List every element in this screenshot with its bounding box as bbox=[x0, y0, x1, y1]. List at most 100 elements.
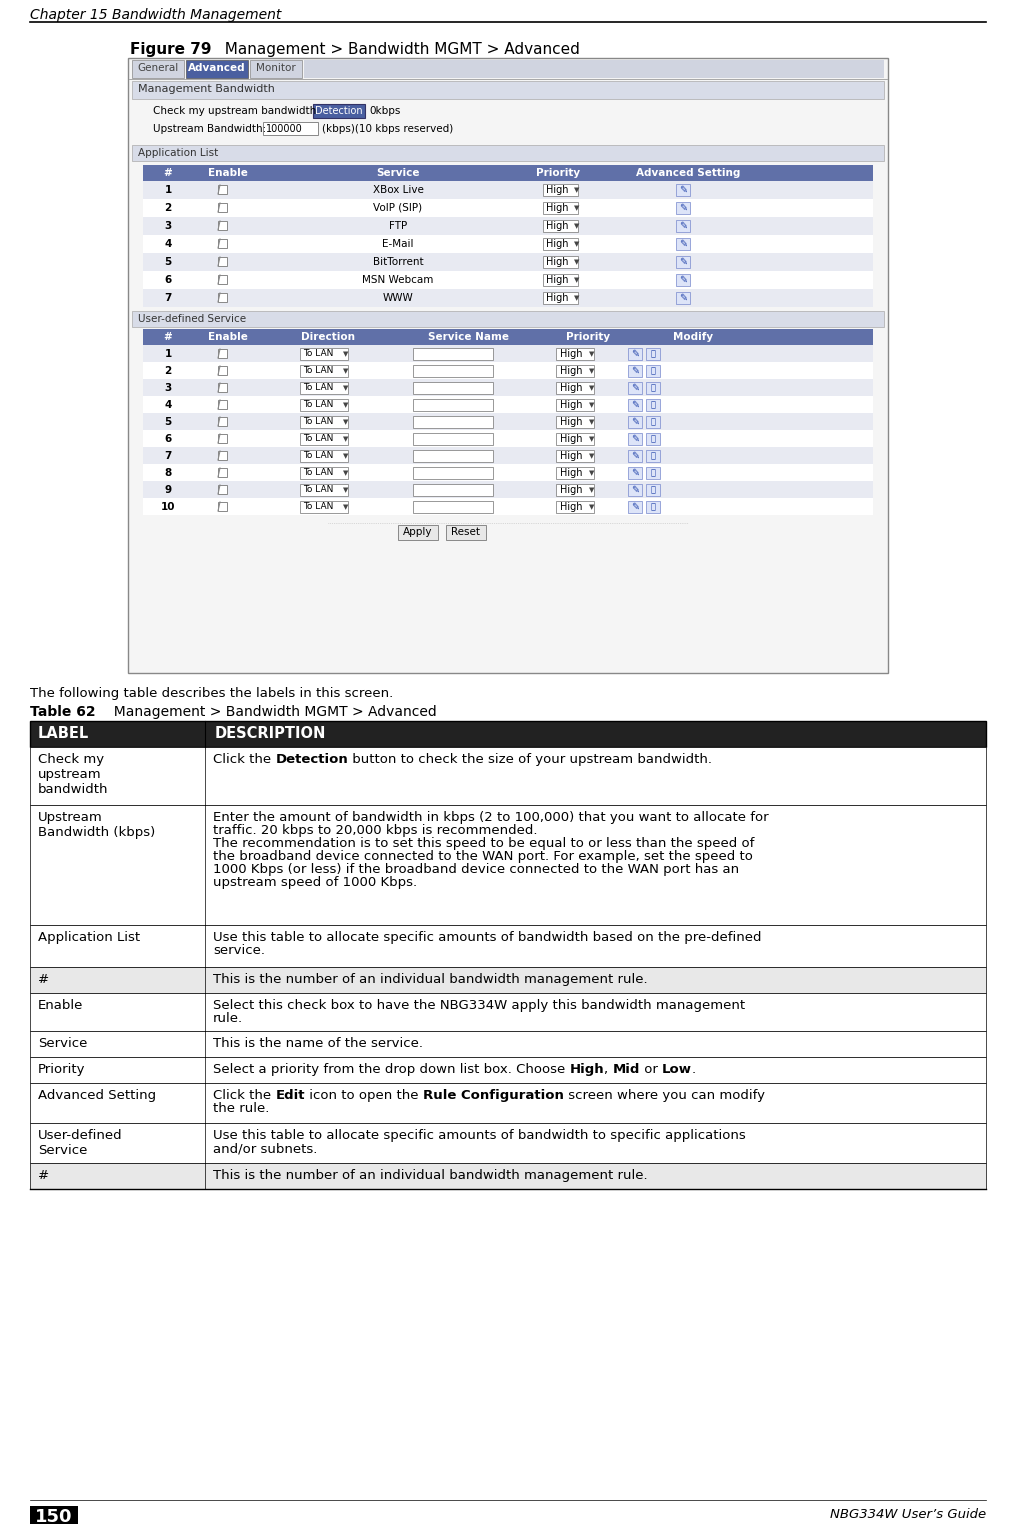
Bar bbox=[676, 219, 690, 232]
Text: 1: 1 bbox=[165, 184, 172, 195]
Bar bbox=[412, 383, 493, 395]
Text: Service Name: Service Name bbox=[428, 332, 508, 341]
Text: ▼: ▼ bbox=[589, 402, 594, 408]
Bar bbox=[646, 416, 660, 428]
Text: This is the number of an individual bandwidth management rule.: This is the number of an individual band… bbox=[213, 972, 647, 986]
Bar bbox=[30, 1084, 986, 1123]
Bar bbox=[218, 258, 227, 267]
Text: High: High bbox=[546, 239, 569, 248]
Text: Table 62: Table 62 bbox=[30, 706, 96, 719]
Bar bbox=[628, 383, 642, 395]
Bar bbox=[412, 366, 493, 376]
Bar bbox=[143, 482, 873, 498]
Bar bbox=[398, 524, 438, 539]
Bar bbox=[263, 122, 318, 136]
Text: 1000 Kbps (or less) if the broadband device connected to the WAN port has an: 1000 Kbps (or less) if the broadband dev… bbox=[213, 863, 739, 876]
Bar bbox=[412, 399, 493, 411]
Text: Mid: Mid bbox=[613, 1064, 640, 1076]
Text: ✎: ✎ bbox=[631, 383, 639, 393]
Text: E-Mail: E-Mail bbox=[382, 239, 414, 248]
Text: 9: 9 bbox=[165, 485, 172, 495]
Text: ✎: ✎ bbox=[631, 434, 639, 443]
Text: ▼: ▼ bbox=[343, 419, 348, 425]
Text: screen where you can modify: screen where you can modify bbox=[564, 1090, 764, 1102]
Text: 3: 3 bbox=[165, 383, 172, 393]
Text: ▼: ▼ bbox=[574, 187, 579, 194]
Text: High: High bbox=[560, 451, 582, 460]
Text: Upstream
Bandwidth (kbps): Upstream Bandwidth (kbps) bbox=[38, 811, 155, 840]
Text: Enter the amount of bandwidth in kbps (2 to 100,000) that you want to allocate f: Enter the amount of bandwidth in kbps (2… bbox=[213, 811, 769, 824]
Bar bbox=[30, 994, 986, 1032]
Text: ▼: ▼ bbox=[343, 453, 348, 459]
Bar bbox=[300, 466, 348, 479]
Text: and/or subnets.: and/or subnets. bbox=[213, 1141, 317, 1155]
Bar bbox=[132, 311, 884, 328]
Bar bbox=[676, 238, 690, 250]
Text: ▼: ▼ bbox=[343, 469, 348, 475]
Text: 🗑: 🗑 bbox=[650, 418, 655, 427]
Text: High: High bbox=[570, 1064, 605, 1076]
Text: service.: service. bbox=[213, 943, 265, 957]
Text: 8: 8 bbox=[165, 468, 172, 479]
Bar bbox=[128, 58, 888, 674]
Text: the rule.: the rule. bbox=[213, 1102, 269, 1116]
Text: ▼: ▼ bbox=[589, 351, 594, 357]
Text: Low: Low bbox=[662, 1064, 692, 1076]
Text: To LAN: To LAN bbox=[303, 485, 333, 494]
Text: ✎: ✎ bbox=[631, 349, 639, 360]
Bar bbox=[218, 434, 227, 443]
Text: 150: 150 bbox=[36, 1509, 73, 1524]
Text: Use this table to allocate specific amounts of bandwidth to specific application: Use this table to allocate specific amou… bbox=[213, 1129, 746, 1141]
Text: Service: Service bbox=[38, 1036, 87, 1050]
Text: To LAN: To LAN bbox=[303, 418, 333, 427]
Bar bbox=[628, 347, 642, 360]
Text: ✎: ✎ bbox=[631, 468, 639, 479]
Text: ▼: ▼ bbox=[574, 241, 579, 247]
Text: To LAN: To LAN bbox=[303, 383, 333, 392]
Bar bbox=[646, 466, 660, 479]
Text: ✎: ✎ bbox=[631, 399, 639, 410]
Text: User-defined
Service: User-defined Service bbox=[38, 1129, 123, 1157]
Bar bbox=[313, 104, 365, 117]
Text: 2: 2 bbox=[165, 366, 172, 376]
Bar bbox=[628, 450, 642, 462]
Text: High: High bbox=[560, 366, 582, 376]
Bar bbox=[30, 747, 986, 805]
Text: Use this table to allocate specific amounts of bandwidth based on the pre-define: Use this table to allocate specific amou… bbox=[213, 931, 762, 943]
Bar bbox=[628, 399, 642, 411]
Text: ▼: ▼ bbox=[589, 436, 594, 442]
Bar bbox=[30, 721, 986, 747]
Bar bbox=[143, 396, 873, 413]
Bar bbox=[218, 485, 227, 494]
Bar bbox=[218, 451, 227, 460]
Text: ,: , bbox=[605, 1064, 613, 1076]
Text: High: High bbox=[560, 349, 582, 360]
Text: High: High bbox=[546, 221, 569, 232]
Bar bbox=[218, 239, 227, 248]
Text: ✎: ✎ bbox=[679, 274, 687, 285]
Bar bbox=[646, 450, 660, 462]
Bar bbox=[218, 418, 227, 427]
Text: Management Bandwidth: Management Bandwidth bbox=[138, 84, 275, 94]
Bar bbox=[304, 59, 884, 78]
Text: Check my
upstream
bandwidth: Check my upstream bandwidth bbox=[38, 753, 109, 796]
Text: ✎: ✎ bbox=[631, 501, 639, 512]
Text: ▼: ▼ bbox=[343, 386, 348, 392]
Text: 3: 3 bbox=[165, 221, 172, 232]
Text: ▼: ▼ bbox=[574, 223, 579, 229]
Bar bbox=[218, 184, 227, 194]
Text: ▼: ▼ bbox=[343, 488, 348, 492]
Text: FTP: FTP bbox=[389, 221, 407, 232]
Bar bbox=[543, 184, 578, 197]
Bar bbox=[543, 293, 578, 303]
Bar bbox=[676, 203, 690, 213]
Bar bbox=[676, 184, 690, 197]
Text: or: or bbox=[640, 1064, 662, 1076]
Text: Chapter 15 Bandwidth Management: Chapter 15 Bandwidth Management bbox=[30, 8, 281, 21]
Text: Monitor: Monitor bbox=[256, 62, 296, 73]
Text: ▼: ▼ bbox=[589, 453, 594, 459]
Text: ✎: ✎ bbox=[679, 203, 687, 213]
Text: 5: 5 bbox=[165, 258, 172, 267]
Bar bbox=[628, 485, 642, 495]
Text: 6: 6 bbox=[165, 434, 172, 443]
